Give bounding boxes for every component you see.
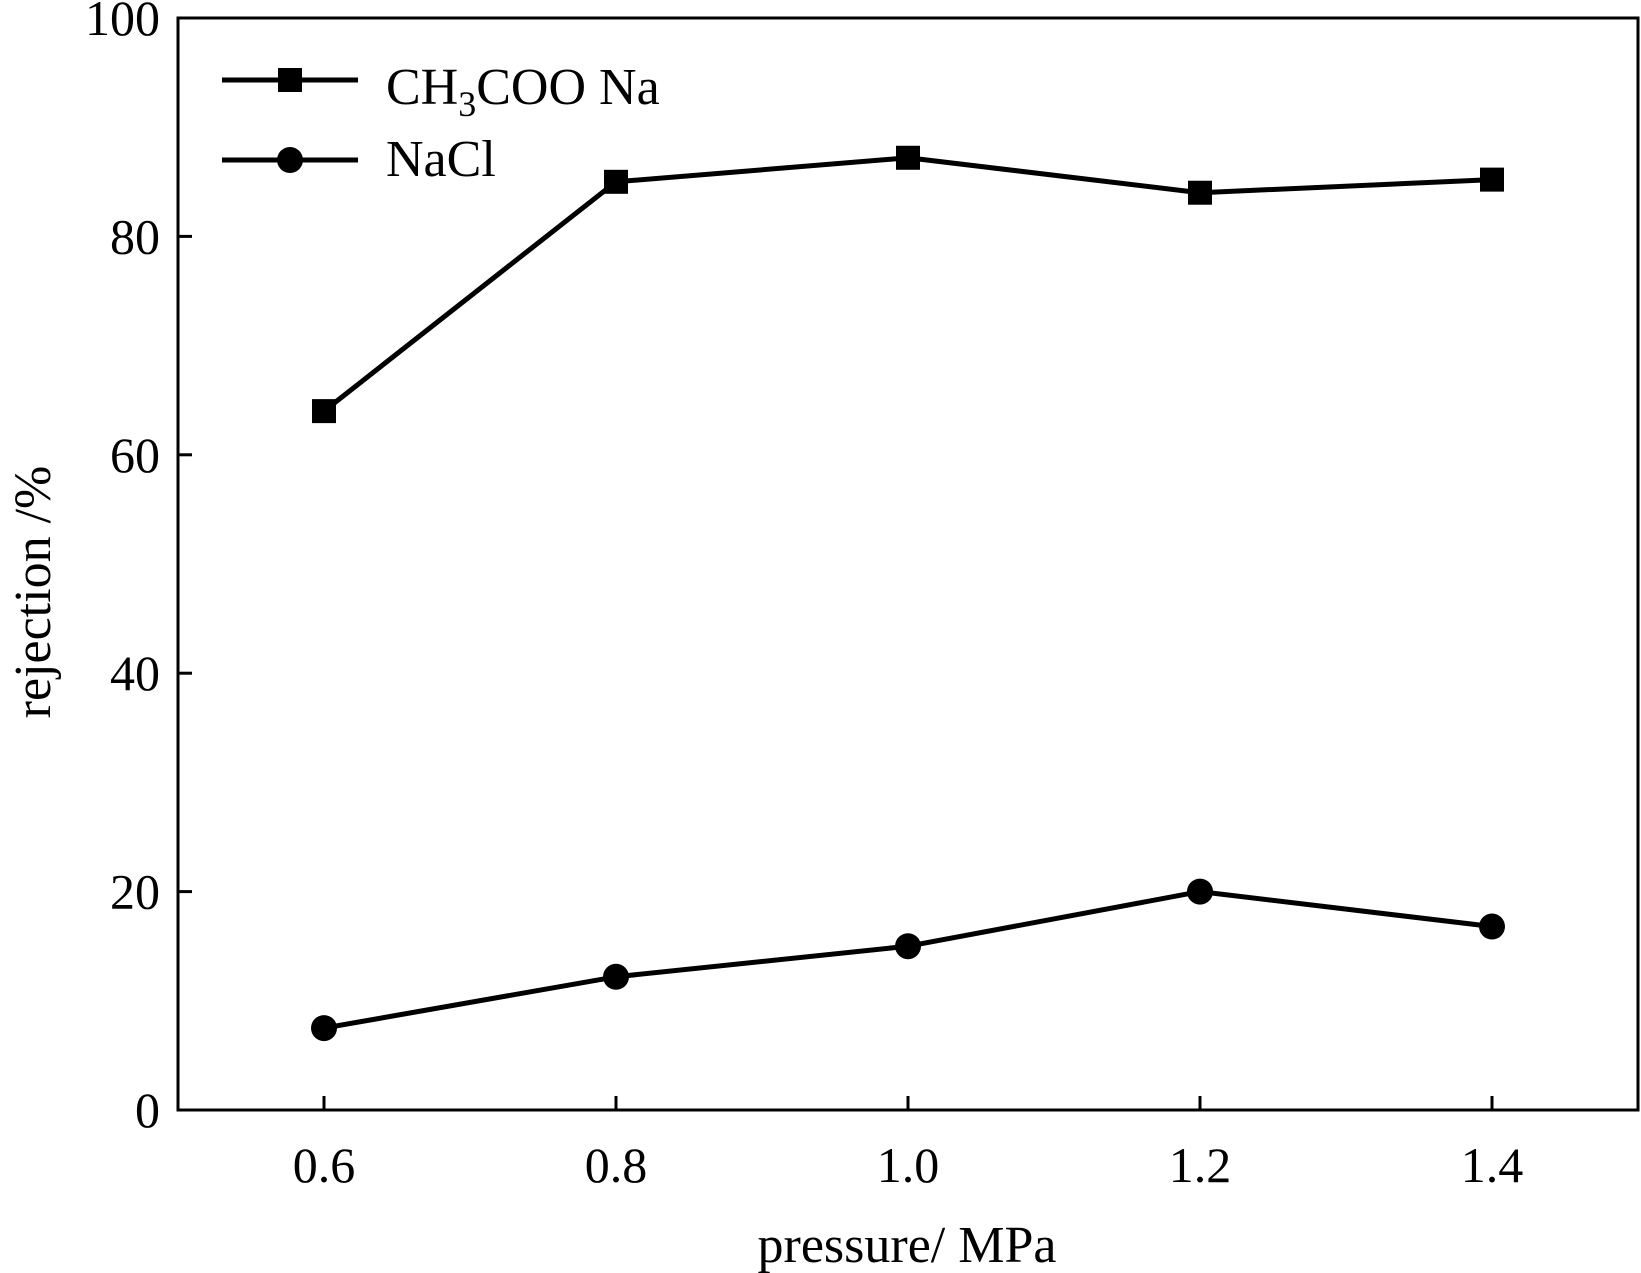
legend-label-ch3coona-tail: COO Na (476, 59, 659, 116)
data-point-nacl-1.2 (1187, 878, 1213, 905)
data-point-ch3coona-1.4 (1480, 167, 1504, 192)
y-axis-title: rejection /% (5, 466, 62, 719)
y-tick-label-100: 100 (85, 0, 160, 46)
x-tick-label-0.8: 0.8 (585, 1137, 648, 1193)
data-point-ch3coona-0.8 (604, 169, 628, 194)
x-tick-label-1.4: 1.4 (1461, 1137, 1524, 1193)
legend: CH3COO Na NaCl (222, 59, 660, 188)
y-axis-ticks: 0 20 40 60 80 100 (85, 0, 192, 1138)
data-point-nacl-0.6 (311, 1015, 337, 1042)
legend-label-ch3coona-sub: 3 (458, 84, 476, 124)
y-tick-label-40: 40 (110, 645, 160, 701)
series-layer (311, 145, 1505, 1042)
legend-square-marker (278, 68, 302, 92)
y-tick-label-80: 80 (110, 208, 160, 264)
data-point-ch3coona-1.2 (1188, 180, 1212, 205)
x-tick-label-1.2: 1.2 (1169, 1137, 1232, 1193)
series-line-nacl (323, 889, 1493, 1031)
y-tick-label-20: 20 (110, 864, 160, 920)
x-tick-label-1.0: 1.0 (877, 1137, 940, 1193)
data-point-ch3coona-1.0 (896, 145, 920, 170)
data-point-nacl-1.4 (1479, 913, 1505, 940)
legend-label-nacl: NaCl (386, 131, 496, 188)
data-point-ch3coona-0.6 (312, 399, 336, 424)
data-point-nacl-1.0 (895, 933, 921, 960)
x-axis-title: pressure/ MPa (758, 1217, 1057, 1273)
data-point-nacl-0.8 (603, 963, 629, 990)
y-tick-label-60: 60 (110, 427, 160, 483)
series-line-ch3coona (322, 155, 1493, 414)
x-axis-ticks: 0.6 0.8 1.0 1.2 1.4 (293, 1096, 1524, 1193)
legend-circle-marker (277, 147, 303, 173)
x-tick-label-0.6: 0.6 (293, 1137, 356, 1193)
y-tick-label-0: 0 (135, 1082, 160, 1138)
legend-label-ch3coona: CH3COO Na (386, 59, 660, 124)
legend-label-ch3coona-main: CH (386, 59, 458, 116)
